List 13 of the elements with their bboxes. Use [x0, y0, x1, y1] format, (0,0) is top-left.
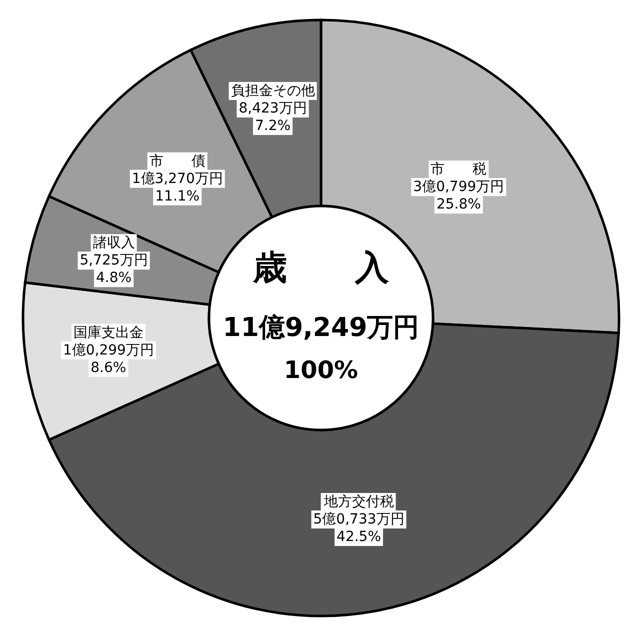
- title: 歳 入: [250, 247, 392, 289]
- slice-label: 国庫支出金: [73, 324, 144, 341]
- data-label: 25.8%: [436, 196, 481, 213]
- slice-label: 諸収入: [92, 235, 135, 252]
- slice-label: 地方交付税: [322, 494, 394, 510]
- slice-label: 市 税: [430, 162, 487, 178]
- slice-label: 市 債: [149, 153, 206, 170]
- data-label: 4.8%: [96, 270, 132, 286]
- data-label: 7.2%: [254, 118, 291, 134]
- data-label: 42.5%: [336, 528, 382, 545]
- data-label: 8.6%: [90, 360, 126, 376]
- slice-label: 負担金その他: [230, 82, 315, 99]
- data-label: 11.1%: [155, 188, 200, 204]
